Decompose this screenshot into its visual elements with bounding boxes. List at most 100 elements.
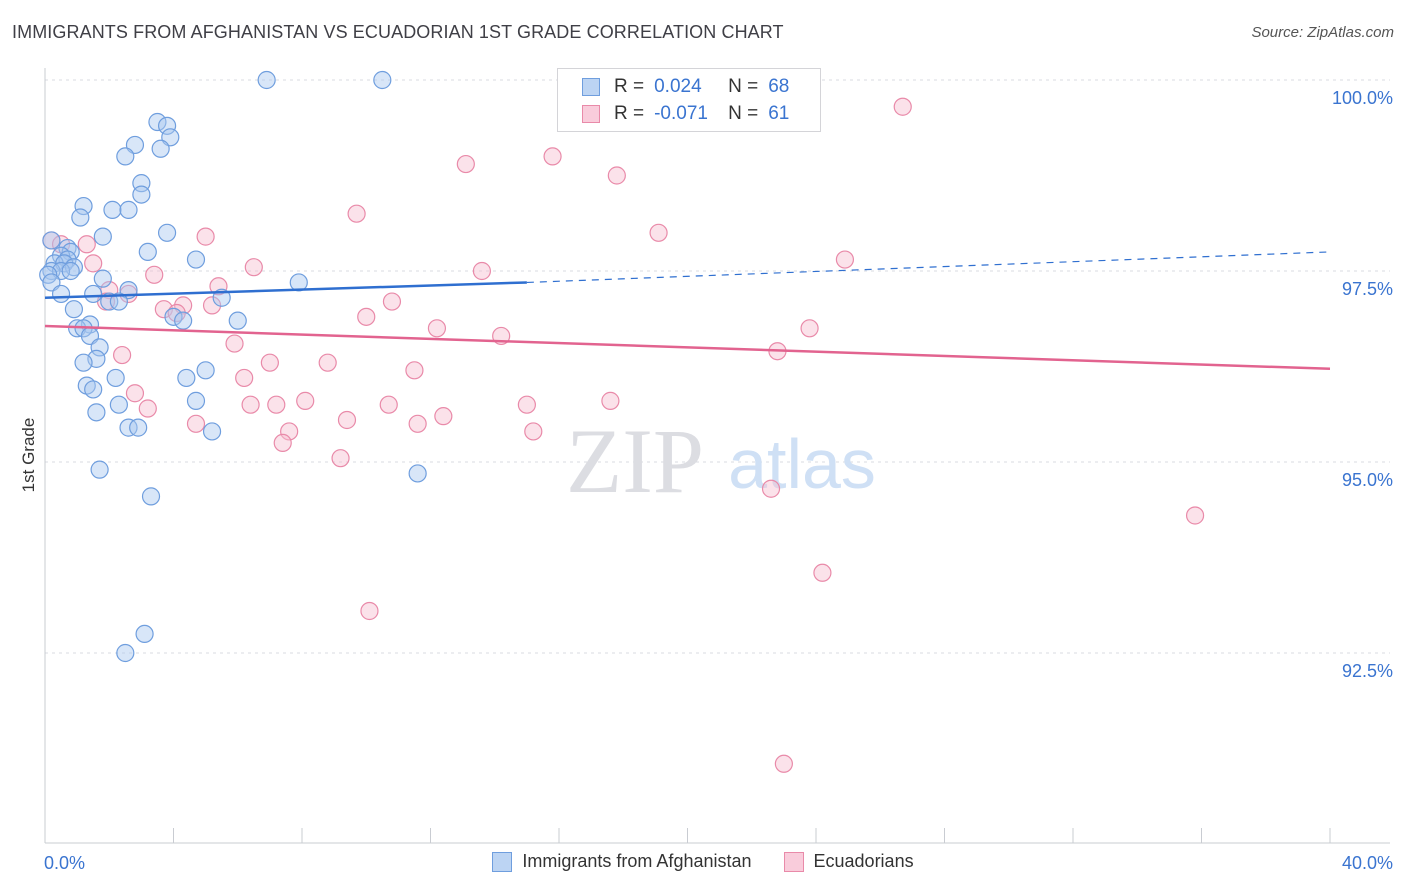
ecuadorian-point [835, 250, 855, 269]
legend-n-value: 61 [768, 103, 790, 124]
ecuadorian-point [517, 395, 536, 414]
y-tick-label: 92.5% [1342, 661, 1393, 681]
source-label: Source: ZipAtlas.com [1251, 24, 1394, 41]
afghanistan-trendline [44, 281, 527, 299]
ecuadorian-point [347, 204, 366, 223]
legend-n-label: N = [728, 103, 759, 124]
afghanistan-point [141, 487, 161, 506]
afghanistan-point [186, 391, 206, 410]
ecuadorian-point [235, 368, 254, 388]
afghanistan-point [64, 300, 84, 319]
ecuadorian-point [543, 147, 562, 166]
ecuadorian-point [800, 319, 819, 338]
ecuadorian-point [456, 154, 475, 174]
ecuadorian-point [225, 334, 244, 353]
ecuadorian-point [280, 422, 299, 441]
chart-title: IMMIGRANTS FROM AFGHANISTAN VS ECUADORIA… [12, 22, 784, 42]
afghanistan-point [119, 418, 138, 437]
afghanistan-point [42, 231, 61, 250]
tick-label-layer: 92.5% 95.0% 97.5% 100.0% 0.0% 40.0% [44, 88, 1393, 873]
legend-label-afghanistan: Immigrants from Afghanistan [522, 851, 752, 871]
afghanistan-point [71, 208, 90, 227]
afghanistan-point [174, 311, 193, 330]
legend-row-ecuadorians: R = -0.071 N = 61 [582, 101, 789, 127]
afghanistan-point [164, 307, 183, 326]
afghanistan-point [228, 311, 247, 330]
afghanistan-point [61, 261, 80, 281]
ecuadorian-point [138, 399, 157, 418]
x-tick-label: 40.0% [1342, 853, 1393, 873]
afghanistan-point [373, 70, 392, 90]
ecuadorians-trendline [44, 324, 1331, 371]
ecuadorian-point [77, 235, 96, 254]
legend-n-label: N = [728, 76, 759, 97]
ecuadorian-point [472, 261, 491, 281]
ecuadorian-point [1185, 506, 1205, 525]
ecuadorian-point [84, 254, 103, 273]
afghanistan-point [186, 250, 206, 269]
afghanistan-point [151, 139, 170, 158]
afghanistan-point [157, 223, 177, 242]
afghanistan-point [177, 368, 196, 388]
ecuadorian-point [893, 97, 912, 116]
afghanistan-trendline-extension [526, 251, 1331, 284]
afghanistan-point [129, 418, 148, 437]
ecuadorian-point [331, 449, 350, 468]
legend-row-afghanistan: R = 0.024 N = 68 [582, 74, 789, 100]
afghanistan-points [39, 70, 427, 663]
afghanistan-point [90, 338, 109, 357]
ecuadorian-point [186, 414, 206, 433]
afghanistan-point [106, 368, 125, 388]
ecuadorian-point [649, 223, 668, 242]
afghanistan-point [93, 269, 112, 288]
afghanistan-point [119, 200, 138, 219]
ecuadorian-point [273, 433, 292, 452]
y-tick-label: 97.5% [1342, 279, 1393, 299]
afghanistan-point [196, 361, 215, 380]
x-tick-label: 0.0% [44, 853, 85, 873]
legend-swatch-pink [783, 851, 804, 872]
legend-swatch-pink [582, 105, 600, 123]
afghanistan-point [148, 112, 167, 132]
afghanistan-point [103, 200, 122, 219]
afghanistan-point [132, 185, 151, 204]
legend-label-ecuadorians: Ecuadorians [813, 851, 914, 871]
ecuadorian-point [405, 361, 424, 380]
afghanistan-point [90, 460, 109, 479]
ecuadorian-point [260, 353, 279, 372]
ecuadorian-point [761, 479, 781, 498]
legend-n-value: 68 [768, 76, 790, 97]
afghanistan-point [93, 227, 112, 246]
ecuadorian-point [357, 307, 376, 326]
ecuadorian-point [379, 395, 398, 414]
ecuadorian-point [318, 353, 337, 372]
legend-r-value: 0.024 [654, 76, 702, 97]
afghanistan-point [289, 273, 308, 292]
ecuadorian-point [244, 258, 263, 277]
afghanistan-point [100, 292, 119, 311]
ecuadorian-point [145, 265, 164, 284]
legend-swatch-blue [582, 78, 600, 96]
y-tick-label: 100.0% [1332, 88, 1393, 108]
ecuadorian-point [382, 292, 402, 311]
afghanistan-point [157, 116, 177, 135]
legend-r-label: R = [614, 103, 645, 124]
axis-layer [44, 68, 1390, 844]
ecuadorian-point [360, 601, 379, 621]
y-tick-label: 95.0% [1342, 470, 1393, 490]
legend-item-ecuadorians[interactable]: Ecuadorians [783, 851, 914, 872]
ecuadorian-point [112, 345, 132, 365]
ecuadorian-point [267, 395, 286, 414]
afghanistan-point [138, 242, 157, 261]
ecuadorian-point [125, 384, 145, 403]
watermark-zip: ZIP [566, 410, 704, 512]
legend-item-afghanistan[interactable]: Immigrants from Afghanistan [492, 851, 752, 872]
ecuadorian-point [524, 422, 543, 441]
ecuadorian-point [427, 319, 447, 338]
afghanistan-point [109, 292, 128, 311]
legend-swatch-blue [492, 851, 513, 872]
ecuadorian-point [196, 227, 215, 246]
ecuadorian-point [774, 754, 793, 773]
afghanistan-point [74, 353, 93, 372]
ecuadorian-point [601, 391, 620, 410]
